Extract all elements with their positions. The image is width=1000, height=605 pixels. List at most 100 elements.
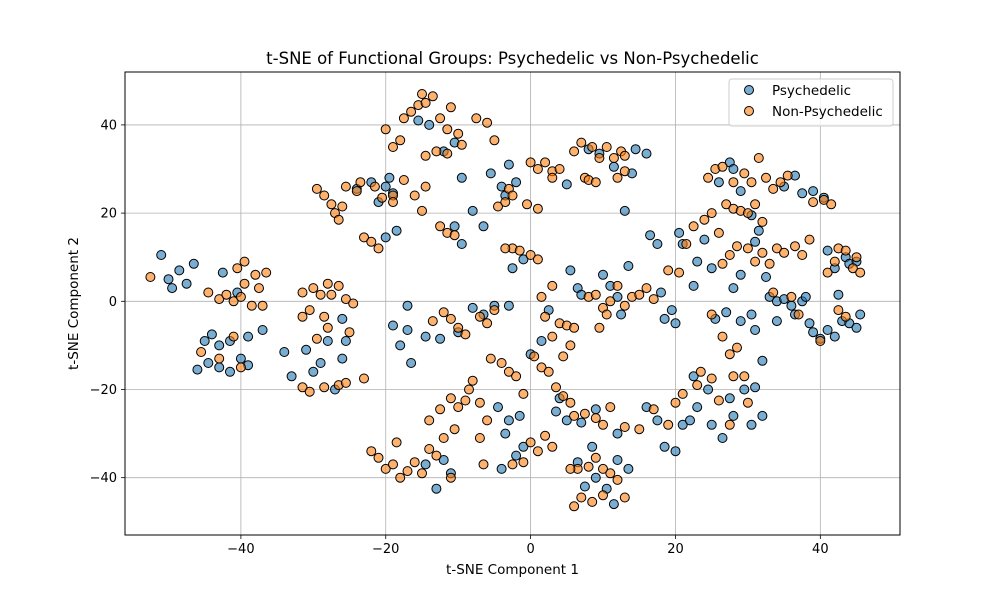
scatter-point [445, 472, 456, 483]
scatter-point [322, 322, 333, 333]
x-tick-label: −20 [372, 542, 399, 557]
scatter-point [822, 267, 833, 278]
scatter-point [340, 181, 351, 192]
scatter-point [590, 472, 601, 483]
scatter-point [757, 216, 768, 227]
scatter-point [442, 148, 453, 159]
scatter-point [413, 115, 424, 126]
scatter-point [703, 172, 714, 183]
scatter-point [561, 179, 572, 190]
scatter-point [554, 164, 565, 174]
legend-marker-psychedelic [744, 85, 754, 95]
scatter-point [156, 250, 167, 260]
scatter-point [388, 459, 398, 470]
scatter-point [297, 311, 308, 322]
scatter-point [587, 142, 598, 152]
scatter-point [384, 172, 395, 183]
scatter-point [540, 430, 551, 441]
scatter-point [532, 164, 543, 174]
scatter-point [706, 309, 717, 320]
scatter-point [174, 265, 185, 276]
scatter-point [804, 318, 815, 329]
scatter-point [315, 289, 326, 300]
scatter-point [674, 267, 685, 278]
scatter-point [551, 406, 561, 417]
scatter-point [576, 492, 587, 503]
scatter-point [688, 280, 699, 291]
scatter-point [681, 239, 692, 249]
scatter-point [402, 325, 413, 335]
scatter-point [438, 455, 449, 465]
scatter-point [482, 318, 493, 329]
scatter-point [453, 402, 464, 413]
scatter-point [474, 397, 485, 408]
scatter-point [605, 402, 616, 413]
scatter-point [485, 353, 496, 364]
scatter-point [449, 424, 460, 435]
scatter-point [569, 146, 580, 157]
scatter-point [489, 305, 500, 316]
scatter-point [417, 89, 427, 99]
scatter-point [587, 496, 598, 507]
scatter-point [605, 296, 616, 307]
legend-label-psychedelic: Psychedelic [772, 83, 851, 99]
scatter-point [753, 153, 764, 163]
scatter-point [297, 287, 308, 298]
scatter-point [261, 267, 272, 278]
scatter-point [438, 433, 449, 443]
scatter-point [525, 437, 536, 448]
scatter-point [402, 300, 413, 311]
scatter-point [619, 422, 630, 432]
scatter-point [424, 119, 435, 130]
scatter-point [453, 128, 464, 139]
scatter-point [576, 417, 587, 428]
scatter-point [790, 241, 800, 252]
scatter-point [525, 157, 536, 168]
scatter-point [322, 336, 333, 346]
scatter-point [728, 371, 739, 382]
scatter-point [619, 166, 630, 177]
scatter-point [750, 256, 761, 267]
scatter-point [750, 236, 761, 247]
scatter-point [742, 208, 753, 219]
scatter-point [768, 287, 779, 298]
scatter-point [511, 177, 522, 188]
scatter-point [623, 261, 634, 271]
y-tick-label: −40 [90, 471, 117, 486]
scatter-point [326, 289, 337, 300]
scatter-point [235, 362, 246, 373]
scatter-point [590, 177, 601, 188]
y-tick-label: 20 [100, 207, 117, 222]
scatter-point [793, 309, 804, 320]
scatter-point [409, 190, 420, 201]
scatter-point [348, 298, 359, 309]
scatter-point [493, 402, 503, 413]
scatter-point [301, 344, 312, 355]
scatter-point [598, 463, 608, 474]
scatter-point [804, 234, 815, 245]
scatter-point [750, 382, 761, 393]
scatter-point [532, 446, 543, 457]
scatter-point [771, 316, 782, 327]
scatter-point [167, 283, 178, 294]
scatter-point [456, 239, 467, 249]
scatter-point [598, 419, 608, 430]
scatter-point [666, 305, 677, 316]
scatter-point [489, 135, 500, 146]
scatter-point [724, 250, 735, 260]
scatter-point [417, 468, 427, 479]
scatter-point [706, 263, 717, 274]
legend: Psychedelic Non-Psychedelic [728, 78, 894, 127]
scatter-point [420, 181, 431, 192]
scatter-point [619, 205, 630, 216]
scatter-point [380, 463, 391, 474]
scatter-point [855, 309, 866, 320]
scatter-point [536, 291, 547, 302]
scatter-point [467, 302, 478, 313]
scatter-point [648, 294, 659, 305]
scatter-point [634, 289, 645, 300]
scatter-point [464, 384, 474, 395]
scatter-point [634, 424, 645, 435]
scatter-point [192, 364, 203, 375]
